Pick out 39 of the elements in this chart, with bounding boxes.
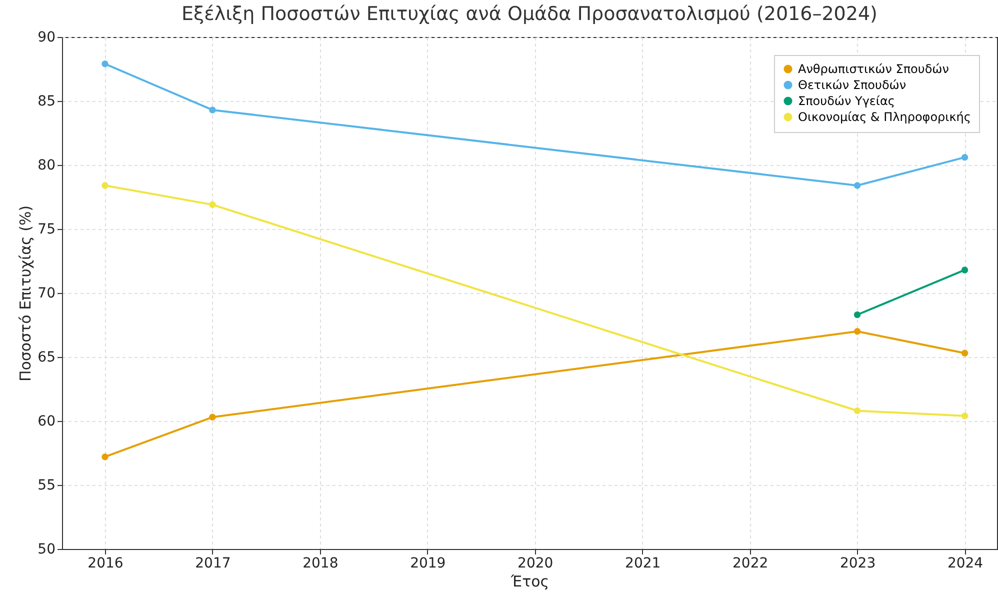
legend-label: Θετικών Σπουδών xyxy=(798,78,906,92)
x-tick-label: 2017 xyxy=(195,556,231,572)
chart-title: Εξέλιξη Ποσοστών Επιτυχίας ανά Ομάδα Προσανατολισμού (2016–2024) xyxy=(182,3,878,25)
point xyxy=(854,407,861,414)
x-tick-label: 2023 xyxy=(840,556,876,572)
legend-label: Ανθρωπιστικών Σπουδών xyxy=(798,62,950,76)
y-tick-label: 75 xyxy=(38,222,56,238)
point xyxy=(961,412,968,420)
y-tick-label: 80 xyxy=(38,158,56,174)
x-tick-label: 2024 xyxy=(947,556,984,572)
y-tick-label: 50 xyxy=(38,542,56,558)
y-tick-label: 60 xyxy=(38,414,56,430)
x-tick-label: 2021 xyxy=(625,556,661,572)
y-tick-label: 85 xyxy=(38,94,56,110)
point xyxy=(102,60,108,68)
point xyxy=(961,154,968,161)
point xyxy=(102,182,108,189)
x-tick-label: 2020 xyxy=(518,556,554,572)
point xyxy=(961,350,968,357)
y-tick-label: 55 xyxy=(38,478,56,494)
y-tick-label: 65 xyxy=(38,350,56,366)
point xyxy=(854,328,861,335)
point xyxy=(209,414,216,421)
point xyxy=(102,453,108,460)
x-tick-label: 2019 xyxy=(410,556,446,572)
x-tick-label: 2022 xyxy=(732,556,768,572)
x-tick-label: 2016 xyxy=(88,556,124,572)
point xyxy=(209,201,216,208)
y-axis-title: Ποσοστό Επιτυχίας (%) xyxy=(16,205,35,382)
y-tick-label: 70 xyxy=(38,286,56,302)
point xyxy=(209,106,216,114)
point xyxy=(961,266,968,274)
y-tick-label: 90 xyxy=(38,30,56,46)
legend-label: Οικονομίας & Πληροφορικής xyxy=(798,110,971,124)
x-axis-title: Έτος xyxy=(510,572,550,590)
point xyxy=(854,311,861,318)
x-tick-label: 2018 xyxy=(302,556,338,572)
point xyxy=(854,182,861,189)
legend-label: Σπουδών Υγείας xyxy=(798,94,895,108)
